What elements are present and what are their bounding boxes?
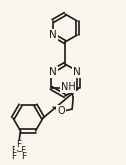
- Text: NH: NH: [61, 82, 75, 92]
- Text: F: F: [16, 142, 21, 150]
- Text: O: O: [57, 106, 65, 116]
- Text: C: C: [15, 146, 22, 154]
- Text: F: F: [11, 147, 16, 155]
- Text: F: F: [16, 140, 21, 149]
- Text: F: F: [20, 147, 25, 155]
- Text: N: N: [73, 67, 81, 77]
- Text: N: N: [49, 30, 57, 40]
- Text: F: F: [11, 152, 16, 162]
- Text: N: N: [49, 67, 57, 77]
- Text: F: F: [21, 152, 26, 162]
